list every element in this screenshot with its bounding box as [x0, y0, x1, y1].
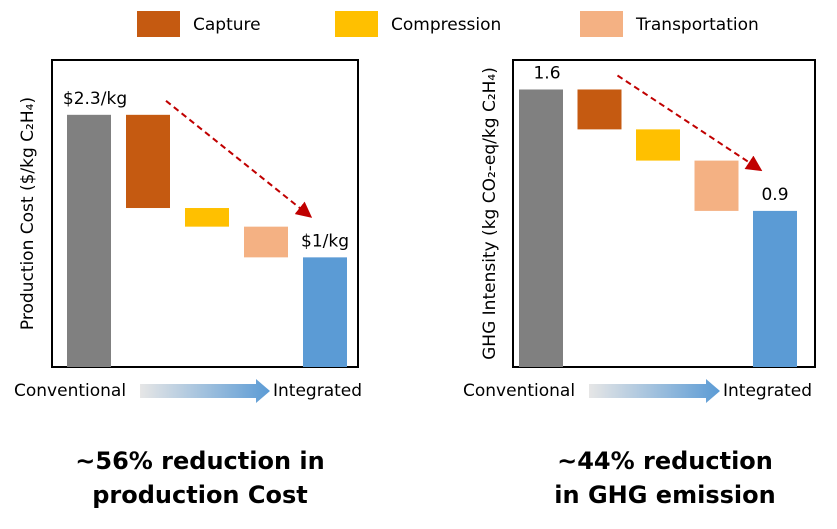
legend-swatch: [335, 11, 378, 37]
bar: [694, 160, 739, 211]
plot-frame: [512, 59, 816, 368]
value-label: $2.3/kg: [63, 89, 127, 109]
bar: [126, 114, 170, 209]
y-axis-label: GHG Intensity (kg CO₂-eq/kg C₂H₄): [480, 67, 500, 360]
value-label: 0.9: [761, 185, 788, 205]
gradient-arrow: [589, 379, 720, 403]
bar: [519, 89, 563, 368]
gradient-arrow: [140, 379, 270, 403]
legend-label: Transportation: [635, 15, 759, 35]
legend-swatch: [137, 11, 180, 37]
bar: [244, 226, 288, 258]
legend-swatch: [580, 11, 623, 37]
y-axis-label: Production Cost ($/kg C₂H₄): [18, 97, 38, 330]
bar: [753, 210, 797, 367]
legend-label: Compression: [391, 15, 501, 35]
x-start-label: Conventional: [14, 381, 126, 401]
caption: ~44% reduction: [557, 447, 773, 475]
caption: in GHG emission: [554, 481, 775, 509]
x-end-label: Integrated: [273, 381, 362, 401]
bar: [636, 129, 680, 161]
x-start-label: Conventional: [463, 381, 575, 401]
bar: [577, 89, 622, 130]
bar: [303, 257, 347, 367]
value-label: $1/kg: [301, 231, 349, 251]
caption: ~56% reduction in: [75, 447, 324, 475]
x-end-label: Integrated: [723, 381, 812, 401]
trend-arrow: [165, 100, 313, 218]
trend-arrow: [616, 74, 763, 172]
bar: [67, 114, 111, 367]
value-label: 1.6: [533, 63, 560, 83]
caption: production Cost: [92, 481, 307, 509]
legend-label: Capture: [193, 15, 261, 35]
bar: [185, 208, 229, 227]
plot-frame: [51, 59, 359, 368]
